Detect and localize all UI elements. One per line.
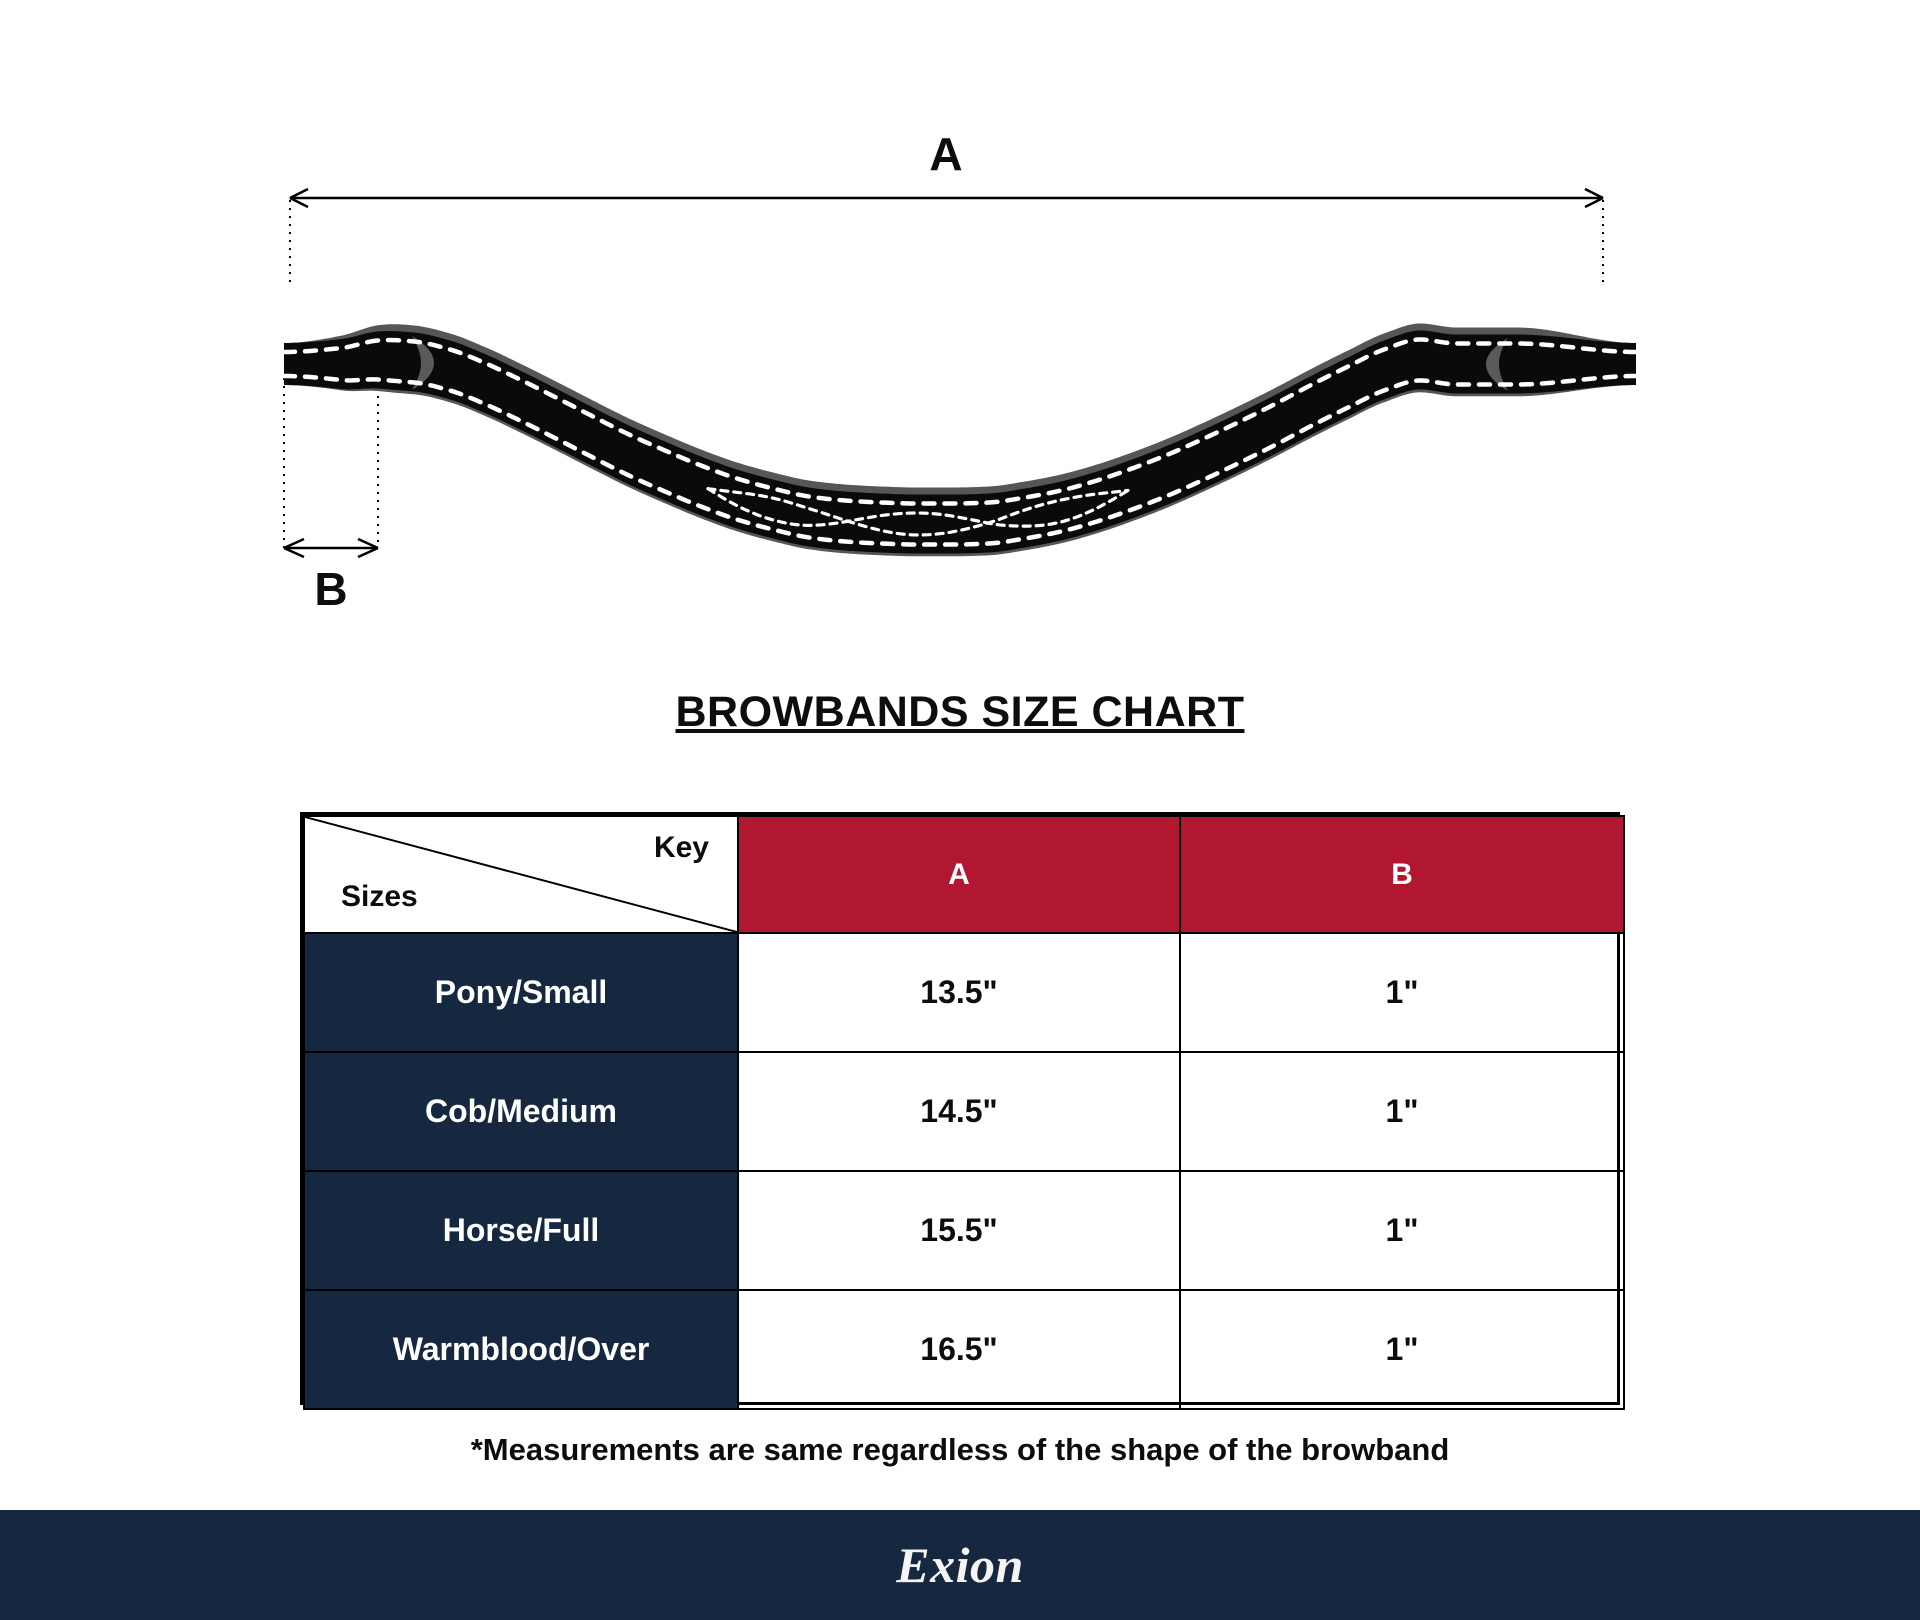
svg-text:A: A: [929, 130, 962, 180]
svg-text:B: B: [314, 563, 347, 610]
